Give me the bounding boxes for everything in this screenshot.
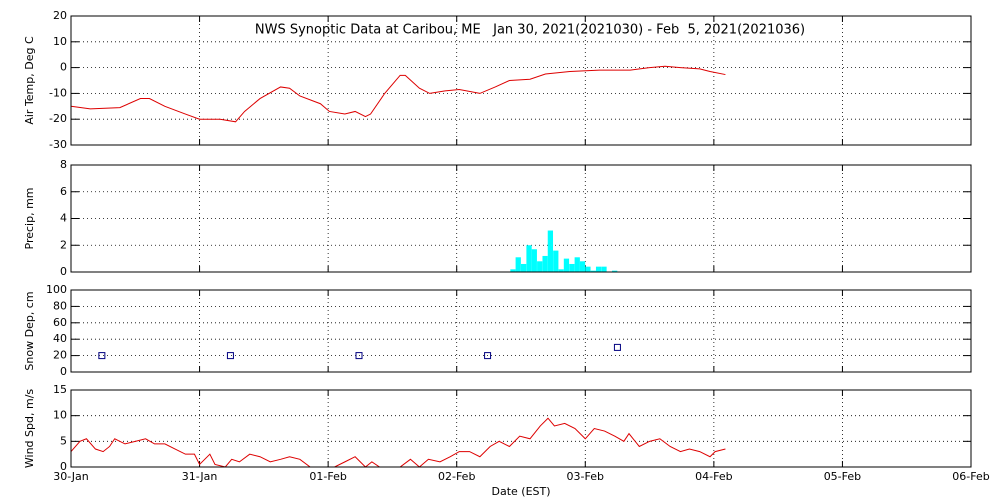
bar [515, 257, 521, 272]
y-tick-label: 5 [60, 434, 67, 447]
point [226, 352, 234, 360]
plot-frame [70, 164, 972, 273]
y-tick-label: 4 [60, 212, 67, 225]
y-tick-label: 6 [60, 185, 67, 198]
y-tick-label: 10 [53, 35, 67, 48]
bar [510, 269, 516, 272]
plot-frame [70, 15, 972, 146]
y-tick-label: 10 [53, 409, 67, 422]
y-tick-label: -20 [49, 112, 67, 125]
bar [558, 269, 564, 272]
x-tick-label: 02-Feb [438, 470, 475, 483]
chart-title: NWS Synoptic Data at Caribou, ME Jan 30,… [255, 23, 805, 38]
x-tick-label: 31-Jan [182, 470, 218, 483]
y-tick-label: -30 [49, 138, 67, 151]
data-line [70, 65, 726, 123]
x-tick-label: 03-Feb [567, 470, 604, 483]
bar [521, 263, 527, 272]
x-tick-label: 30-Jan [53, 470, 89, 483]
x-tick-label: 06-Feb [952, 470, 989, 483]
y-tick-label: 20 [53, 349, 67, 362]
bar [553, 250, 559, 272]
bar [579, 261, 586, 272]
point [98, 352, 106, 360]
y-tick-label: -10 [49, 86, 67, 99]
bar [585, 266, 591, 272]
bar [601, 266, 607, 272]
y-tick-label: 60 [53, 316, 67, 329]
bar [612, 270, 618, 272]
bar [595, 266, 602, 272]
x-tick-label: 05-Feb [824, 470, 861, 483]
x-axis-label: Date (EST) [491, 485, 550, 498]
y-tick-label: 0 [60, 61, 67, 74]
x-tick-label: 04-Feb [695, 470, 732, 483]
point [484, 352, 492, 360]
point [355, 352, 363, 360]
y-axis-label: Air Temp, Deg C [23, 36, 36, 125]
point [613, 343, 621, 351]
x-tick-label: 01-Feb [309, 470, 346, 483]
bar [563, 258, 570, 272]
plot-frame [70, 289, 972, 373]
bar [537, 261, 543, 272]
y-tick-label: 40 [53, 332, 67, 345]
y-tick-label: 0 [60, 460, 67, 473]
bar [531, 249, 537, 272]
bar [526, 245, 532, 272]
y-tick-label: 8 [60, 158, 67, 171]
bar [590, 270, 596, 272]
bar [547, 230, 554, 272]
plot-frame [70, 389, 972, 468]
y-axis-label: Precip, mm [23, 188, 36, 250]
y-tick-label: 20 [53, 9, 67, 22]
y-tick-label: 100 [46, 283, 67, 296]
y-tick-label: 0 [60, 365, 67, 378]
y-axis-label: Wind Spd, m/s [23, 389, 36, 469]
y-tick-label: 15 [53, 383, 67, 396]
y-tick-label: 2 [60, 238, 67, 251]
y-tick-label: 0 [60, 265, 67, 278]
y-tick-label: 80 [53, 299, 67, 312]
bar [569, 263, 575, 272]
bar [574, 257, 580, 272]
bar [542, 255, 548, 272]
y-axis-label: Snow Dep, cm [23, 291, 36, 370]
